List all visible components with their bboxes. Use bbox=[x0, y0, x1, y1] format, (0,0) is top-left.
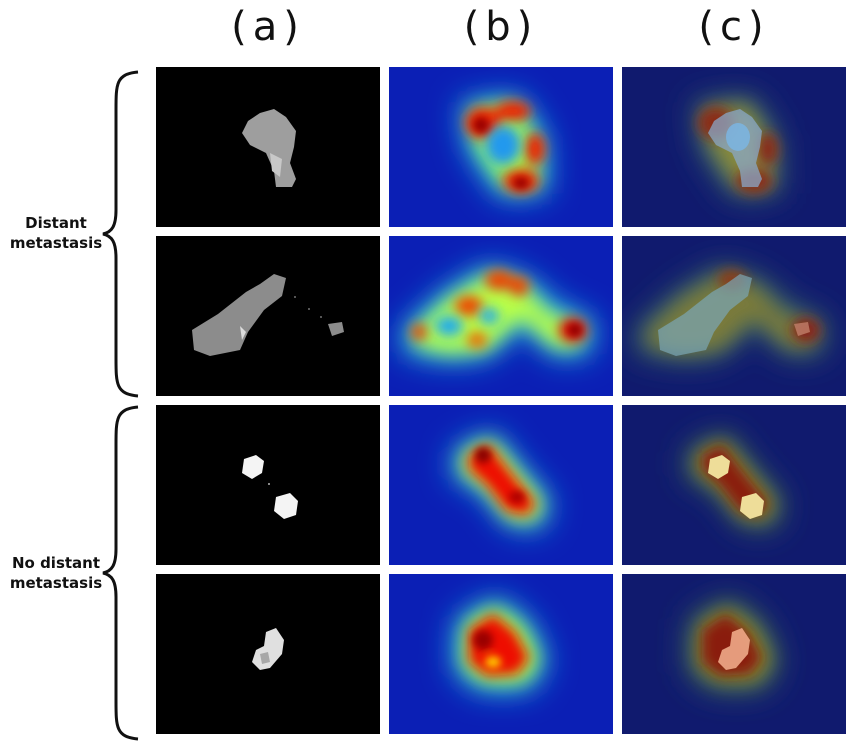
panel-row4-c bbox=[622, 574, 846, 734]
panel-row2-c bbox=[622, 236, 846, 396]
panel-row4-b bbox=[389, 574, 613, 734]
panel-row2-a bbox=[156, 236, 380, 396]
group-label-no-distant-line2: metastasis bbox=[9, 574, 103, 592]
group-label-distant-line1: Distant bbox=[25, 214, 87, 232]
brace-no-distant bbox=[102, 405, 139, 741]
panel-row1-b bbox=[389, 67, 613, 227]
panel-row1-a bbox=[156, 67, 380, 227]
column-label-a: (a) bbox=[231, 4, 305, 50]
panel-row1-c bbox=[622, 67, 846, 227]
column-label-b: (b) bbox=[463, 4, 539, 50]
group-label-no-distant-line1: No distant bbox=[11, 554, 101, 572]
panel-row3-c bbox=[622, 405, 846, 565]
panel-row3-b bbox=[389, 405, 613, 565]
panel-row3-a bbox=[156, 405, 380, 565]
brace-distant bbox=[102, 70, 139, 398]
panel-row4-a bbox=[156, 574, 380, 734]
panel-row2-b bbox=[389, 236, 613, 396]
column-label-c: (c) bbox=[698, 4, 770, 50]
group-label-no-distant: No distant metastasis bbox=[0, 553, 112, 593]
group-label-distant-line2: metastasis bbox=[9, 234, 103, 252]
group-label-distant: Distant metastasis bbox=[0, 213, 112, 253]
